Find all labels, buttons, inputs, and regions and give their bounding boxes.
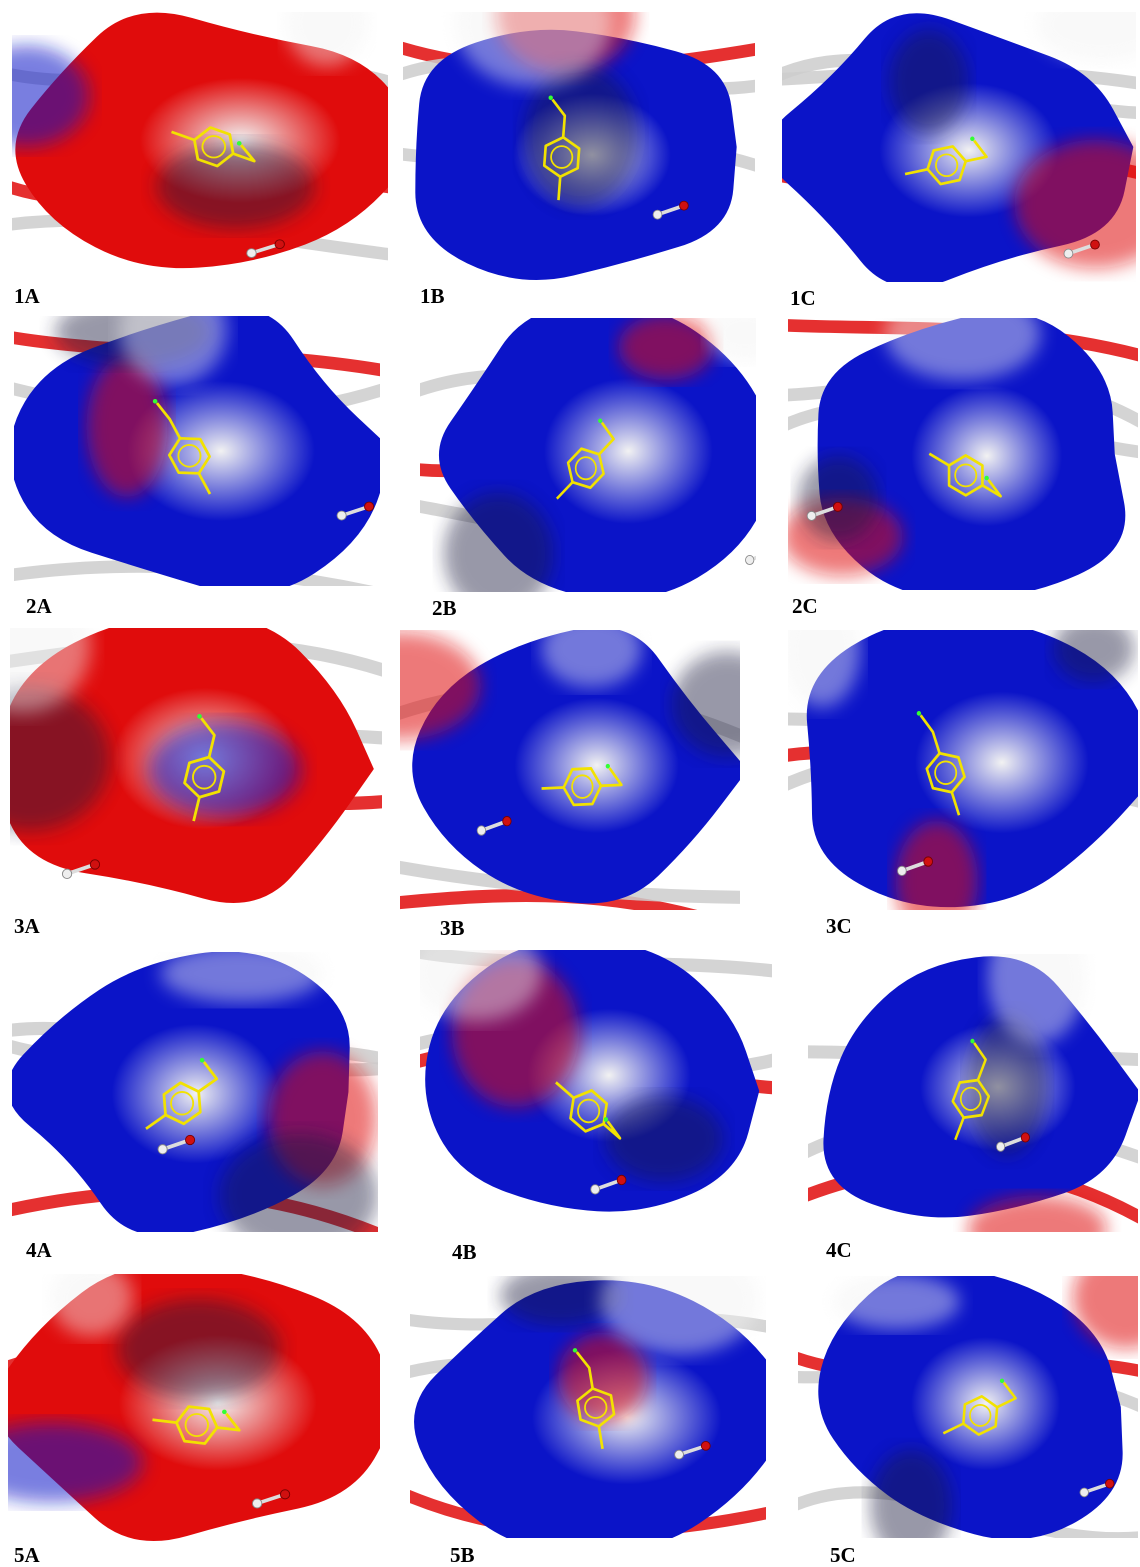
- panel-4B: [420, 950, 772, 1232]
- panel-1C: [782, 12, 1136, 282]
- surface-4A: [12, 952, 378, 1232]
- panel-4C: [808, 954, 1138, 1232]
- surface-1C: [782, 12, 1136, 282]
- surface-1A: [12, 12, 388, 269]
- surface-4B: [420, 950, 772, 1212]
- surface-5C: [798, 1276, 1138, 1538]
- panel-2B: [420, 318, 756, 592]
- panel-label-3A: 3A: [14, 914, 40, 938]
- panel-3A: [10, 628, 382, 910]
- surface-4C: [808, 954, 1138, 1232]
- surface-2A: [14, 316, 380, 586]
- panel-2C: [788, 318, 1138, 590]
- panel-label-3C: 3C: [826, 914, 852, 938]
- surface-3C: [788, 630, 1138, 910]
- panel-label-2A: 2A: [26, 594, 52, 618]
- panel-5A: [8, 1274, 380, 1548]
- surface-2C: [788, 318, 1138, 590]
- surface-5B: [410, 1276, 766, 1538]
- panel-label-1C: 1C: [790, 286, 816, 310]
- panel-label-3B: 3B: [440, 916, 465, 940]
- panel-1A: [12, 12, 388, 278]
- panel-label-5C: 5C: [830, 1543, 856, 1567]
- panel-label-1B: 1B: [420, 284, 445, 308]
- surface-3B: [400, 630, 740, 910]
- panel-5B: [410, 1276, 766, 1538]
- panel-label-1A: 1A: [14, 284, 40, 308]
- surface-1B: [403, 12, 755, 280]
- panel-label-5A: 5A: [14, 1543, 40, 1567]
- panel-label-2C: 2C: [792, 594, 818, 618]
- panel-3B: [400, 630, 740, 910]
- panel-5C: [798, 1276, 1138, 1538]
- panel-2A: [14, 316, 380, 586]
- surface-5A: [8, 1274, 380, 1541]
- surface-3A: [10, 628, 382, 903]
- panel-label-2B: 2B: [432, 596, 457, 620]
- panel-label-4A: 4A: [26, 1238, 52, 1262]
- panel-label-5B: 5B: [450, 1543, 475, 1567]
- surface-2B: [420, 318, 756, 592]
- panel-label-4B: 4B: [452, 1240, 477, 1264]
- panel-4A: [12, 952, 378, 1232]
- panel-label-4C: 4C: [826, 1238, 852, 1262]
- panel-3C: [788, 630, 1138, 910]
- panel-1B: [403, 12, 755, 282]
